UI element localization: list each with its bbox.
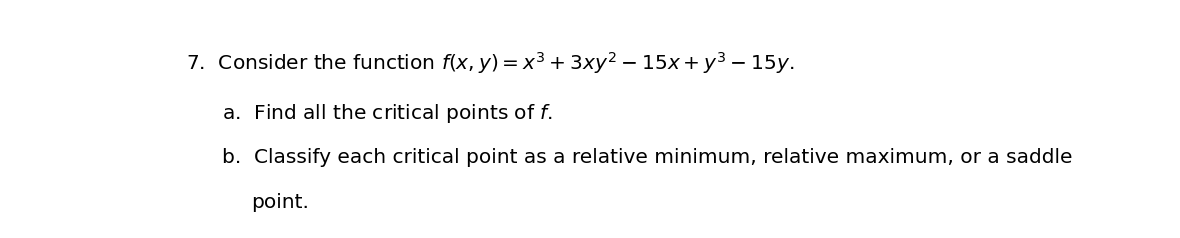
- Text: 7.  Consider the function $\mathit{f}(x, y) = x^3 + 3xy^2 - 15x + y^3 - 15y.$: 7. Consider the function $\mathit{f}(x, …: [186, 50, 794, 76]
- Text: b.  Classify each critical point as a relative minimum, relative maximum, or a s: b. Classify each critical point as a rel…: [223, 148, 1073, 167]
- Text: point.: point.: [251, 193, 309, 213]
- Text: a.  Find all the critical points of $\mathit{f}.$: a. Find all the critical points of $\mat…: [223, 102, 553, 125]
